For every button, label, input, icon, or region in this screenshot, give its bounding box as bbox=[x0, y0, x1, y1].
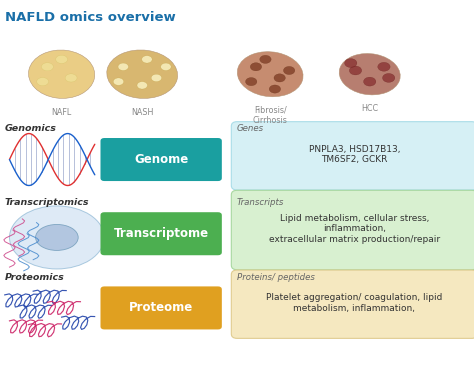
Text: Proteome: Proteome bbox=[129, 301, 193, 315]
Text: NASH: NASH bbox=[131, 108, 154, 116]
Ellipse shape bbox=[142, 56, 152, 63]
Ellipse shape bbox=[260, 55, 271, 63]
Ellipse shape bbox=[9, 206, 104, 269]
Ellipse shape bbox=[118, 63, 128, 70]
Ellipse shape bbox=[107, 50, 178, 98]
FancyBboxPatch shape bbox=[231, 270, 474, 338]
Text: Genomics: Genomics bbox=[5, 124, 56, 133]
Ellipse shape bbox=[65, 74, 77, 82]
FancyBboxPatch shape bbox=[231, 190, 474, 270]
Ellipse shape bbox=[283, 66, 295, 75]
Ellipse shape bbox=[364, 77, 376, 86]
Ellipse shape bbox=[237, 52, 303, 97]
Ellipse shape bbox=[274, 74, 285, 82]
Ellipse shape bbox=[269, 85, 281, 93]
Ellipse shape bbox=[339, 53, 400, 95]
FancyBboxPatch shape bbox=[231, 122, 474, 190]
Ellipse shape bbox=[383, 73, 395, 82]
Ellipse shape bbox=[137, 82, 147, 89]
Ellipse shape bbox=[28, 50, 95, 98]
Ellipse shape bbox=[42, 63, 53, 71]
Text: Transcriptomics: Transcriptomics bbox=[5, 198, 89, 207]
Ellipse shape bbox=[56, 55, 67, 63]
Text: Lipid metabolism, cellular stress,
inflammation,
extracellular matrix production: Lipid metabolism, cellular stress, infla… bbox=[269, 214, 440, 243]
FancyBboxPatch shape bbox=[100, 212, 222, 255]
Ellipse shape bbox=[246, 78, 257, 86]
Ellipse shape bbox=[113, 78, 124, 85]
Ellipse shape bbox=[161, 63, 171, 70]
Text: Proteins/ peptides: Proteins/ peptides bbox=[237, 273, 315, 282]
Text: Proteomics: Proteomics bbox=[5, 273, 64, 282]
Text: Fibrosis/
Cirrhosis: Fibrosis/ Cirrhosis bbox=[253, 106, 288, 125]
Text: Transcripts: Transcripts bbox=[237, 198, 284, 207]
Ellipse shape bbox=[349, 66, 362, 75]
FancyBboxPatch shape bbox=[100, 286, 222, 329]
Text: Transcriptome: Transcriptome bbox=[114, 227, 209, 240]
FancyBboxPatch shape bbox=[100, 138, 222, 181]
Text: Genes: Genes bbox=[237, 124, 264, 133]
Ellipse shape bbox=[250, 63, 262, 71]
Ellipse shape bbox=[345, 59, 357, 68]
Ellipse shape bbox=[378, 62, 390, 71]
Text: PNPLA3, HSD17B13,
TM6SF2, GCKR: PNPLA3, HSD17B13, TM6SF2, GCKR bbox=[309, 145, 400, 164]
Text: HCC: HCC bbox=[361, 104, 378, 113]
Ellipse shape bbox=[36, 224, 78, 250]
Text: NAFL: NAFL bbox=[52, 108, 72, 116]
Text: NAFLD omics overview: NAFLD omics overview bbox=[5, 11, 175, 24]
Ellipse shape bbox=[36, 78, 48, 86]
Text: Platelet aggregation/ coagulation, lipid
metabolism, inflammation,: Platelet aggregation/ coagulation, lipid… bbox=[266, 293, 443, 313]
Text: Genome: Genome bbox=[134, 153, 188, 166]
Ellipse shape bbox=[151, 74, 162, 82]
